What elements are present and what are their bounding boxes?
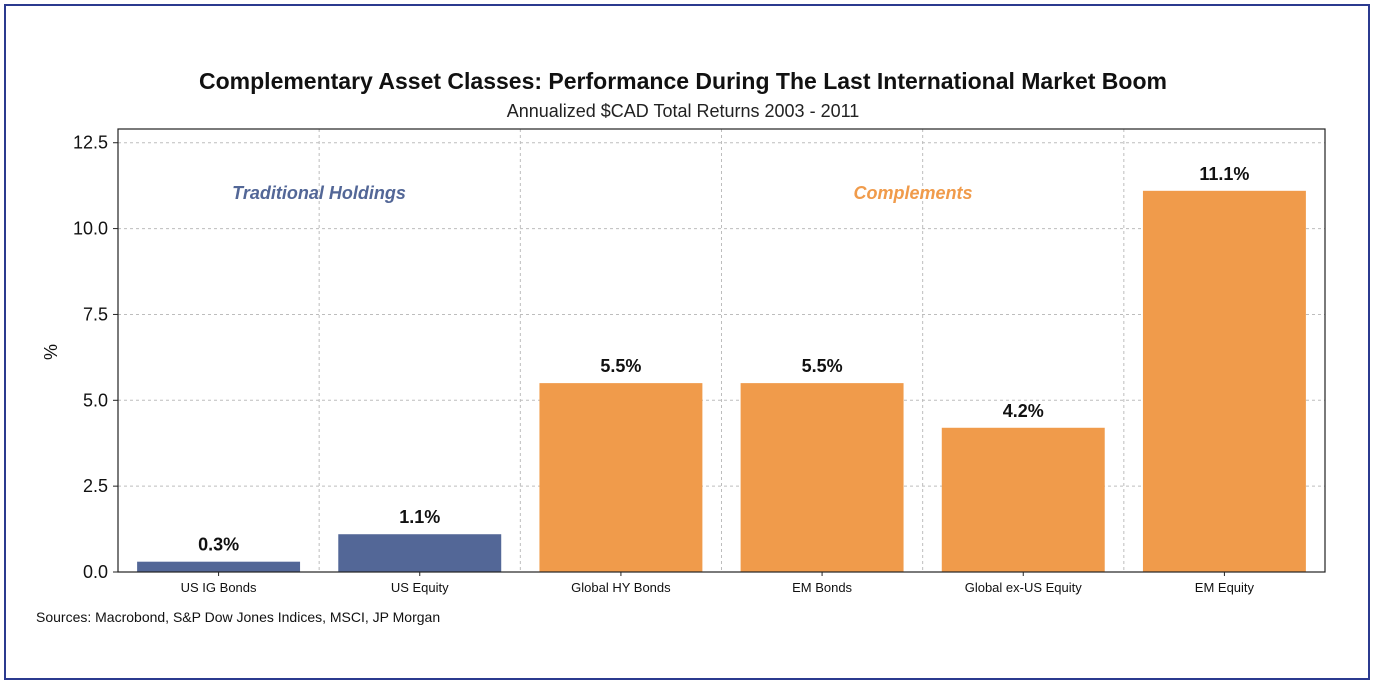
x-tick-label: Global ex-US Equity <box>965 580 1083 595</box>
chart-title: Complementary Asset Classes: Performance… <box>199 68 1167 94</box>
x-tick-label: Global HY Bonds <box>571 580 671 595</box>
bar <box>137 561 301 572</box>
chart-frame <box>4 4 1370 680</box>
x-tick-label: EM Bonds <box>792 580 852 595</box>
data-label: 5.5% <box>802 356 843 376</box>
x-tick-label: US Equity <box>391 580 449 595</box>
data-label: 5.5% <box>600 356 641 376</box>
group-annotation: Complements <box>853 183 972 203</box>
data-label: 11.1% <box>1199 164 1249 184</box>
chart-subtitle: Annualized $CAD Total Returns 2003 - 201… <box>506 101 860 121</box>
y-tick-label: 0.0 <box>83 562 108 582</box>
plot-area <box>117 128 1326 573</box>
bar <box>941 427 1105 572</box>
data-label: 0.3% <box>198 535 239 555</box>
bar <box>539 383 703 572</box>
bar <box>338 534 502 572</box>
data-label: 1.1% <box>399 507 440 527</box>
group-annotation: Traditional Holdings <box>232 183 406 203</box>
y-tick-label: 7.5 <box>83 304 108 324</box>
x-tick-label: US IG Bonds <box>181 580 257 595</box>
x-tick-label: EM Equity <box>1195 580 1255 595</box>
bar <box>740 383 904 572</box>
data-label: 4.2% <box>1003 401 1044 421</box>
y-tick-label: 5.0 <box>83 390 108 410</box>
y-axis-label: % <box>41 344 61 360</box>
y-tick-label: 12.5 <box>73 133 108 153</box>
bar <box>1142 190 1306 572</box>
y-tick-label: 10.0 <box>73 219 108 239</box>
sources-note: Sources: Macrobond, S&P Dow Jones Indice… <box>36 609 441 625</box>
y-tick-label: 2.5 <box>83 476 108 496</box>
